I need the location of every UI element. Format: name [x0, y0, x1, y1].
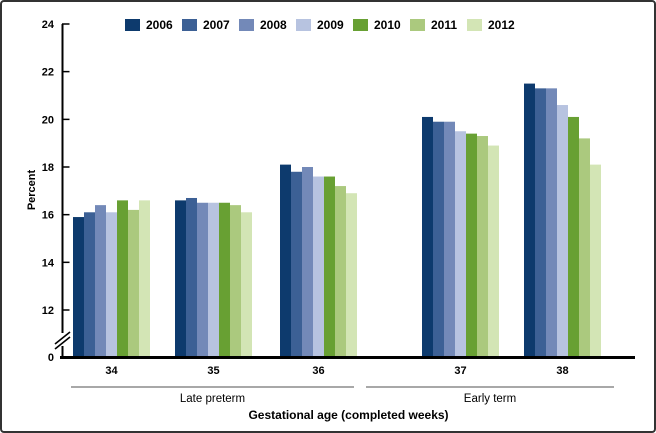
y-tick-label-18: 18 [42, 162, 54, 174]
bar-2006-week-36 [280, 164, 291, 357]
bar-2012-week-35 [241, 212, 252, 357]
bar-2009-week-34 [106, 212, 117, 357]
bar-2008-week-37 [444, 121, 455, 357]
legend-label-2009: 2009 [317, 18, 344, 32]
y-tick-label-22: 22 [42, 67, 54, 79]
bar-2008-week-34 [95, 205, 106, 357]
legend-swatch-2010 [353, 19, 368, 31]
legend-swatch-2008 [239, 19, 254, 31]
category-bracket-label-early-term: Early term [464, 393, 516, 405]
legend-label-2010: 2010 [374, 18, 401, 32]
y-tick-label-14: 14 [42, 257, 55, 269]
y-tick-label-12: 12 [42, 305, 54, 317]
bar-2009-week-35 [208, 202, 219, 357]
bar-2006-week-38 [524, 83, 535, 357]
bar-2011-week-34 [128, 209, 139, 357]
legend-swatch-2007 [182, 19, 197, 31]
legend-label-2012: 2012 [488, 18, 515, 32]
bar-2010-week-35 [219, 202, 230, 357]
legend-swatch-2011 [410, 19, 425, 31]
axis-break-mask [58, 333, 67, 346]
legend-label-2008: 2008 [260, 18, 287, 32]
y-tick-label-24: 24 [42, 19, 55, 31]
x-tick-label-37: 37 [454, 365, 466, 377]
x-tick-label-38: 38 [556, 365, 568, 377]
bar-2007-week-34 [84, 212, 95, 357]
y-axis-title: Percent [26, 169, 38, 211]
y-tick-label-20: 20 [42, 114, 54, 126]
legend-swatch-2009 [296, 19, 311, 31]
legend-swatch-2006 [125, 19, 140, 31]
bar-2010-week-37 [466, 133, 477, 357]
legend-label-2007: 2007 [203, 18, 230, 32]
bar-2006-week-34 [73, 217, 84, 357]
x-axis-line [60, 356, 635, 359]
bar-2006-week-35 [175, 200, 186, 357]
bar-2012-week-37 [488, 145, 499, 357]
bar-2007-week-36 [291, 171, 302, 357]
bar-2008-week-36 [302, 167, 313, 357]
bar-2009-week-37 [455, 131, 466, 357]
bar-2007-week-35 [186, 197, 197, 357]
bar-2006-week-37 [422, 116, 433, 357]
axis-break-slash [54, 331, 71, 345]
y-tick-label-16: 16 [42, 210, 54, 222]
bar-2011-week-36 [335, 186, 346, 357]
x-tick-label-35: 35 [207, 365, 219, 377]
bar-2007-week-37 [433, 121, 444, 357]
bar-2012-week-34 [139, 200, 150, 357]
legend-swatch-2012 [467, 19, 482, 31]
bar-2007-week-38 [535, 88, 546, 357]
bar-2010-week-34 [117, 200, 128, 357]
x-tick-label-34: 34 [105, 365, 118, 377]
bar-2008-week-38 [546, 88, 557, 357]
category-bracket-label-late-preterm: Late preterm [180, 393, 245, 405]
y-tick-label-0: 0 [48, 352, 54, 364]
bar-2011-week-37 [477, 136, 488, 357]
bar-2009-week-36 [313, 176, 324, 357]
bar-2009-week-38 [557, 105, 568, 358]
bar-2010-week-36 [324, 176, 335, 357]
x-axis-title: Gestational age (completed weeks) [248, 408, 449, 422]
bar-2011-week-35 [230, 205, 241, 357]
x-tick-label-36: 36 [312, 365, 324, 377]
bar-2012-week-38 [590, 164, 601, 357]
legend-label-2011: 2011 [431, 18, 457, 32]
bar-2011-week-38 [579, 138, 590, 357]
legend-label-2006: 2006 [146, 18, 173, 32]
bar-2008-week-35 [197, 202, 208, 357]
bar-2010-week-38 [568, 116, 579, 357]
axis-break-slash [54, 336, 71, 350]
bar-2012-week-36 [346, 193, 357, 357]
